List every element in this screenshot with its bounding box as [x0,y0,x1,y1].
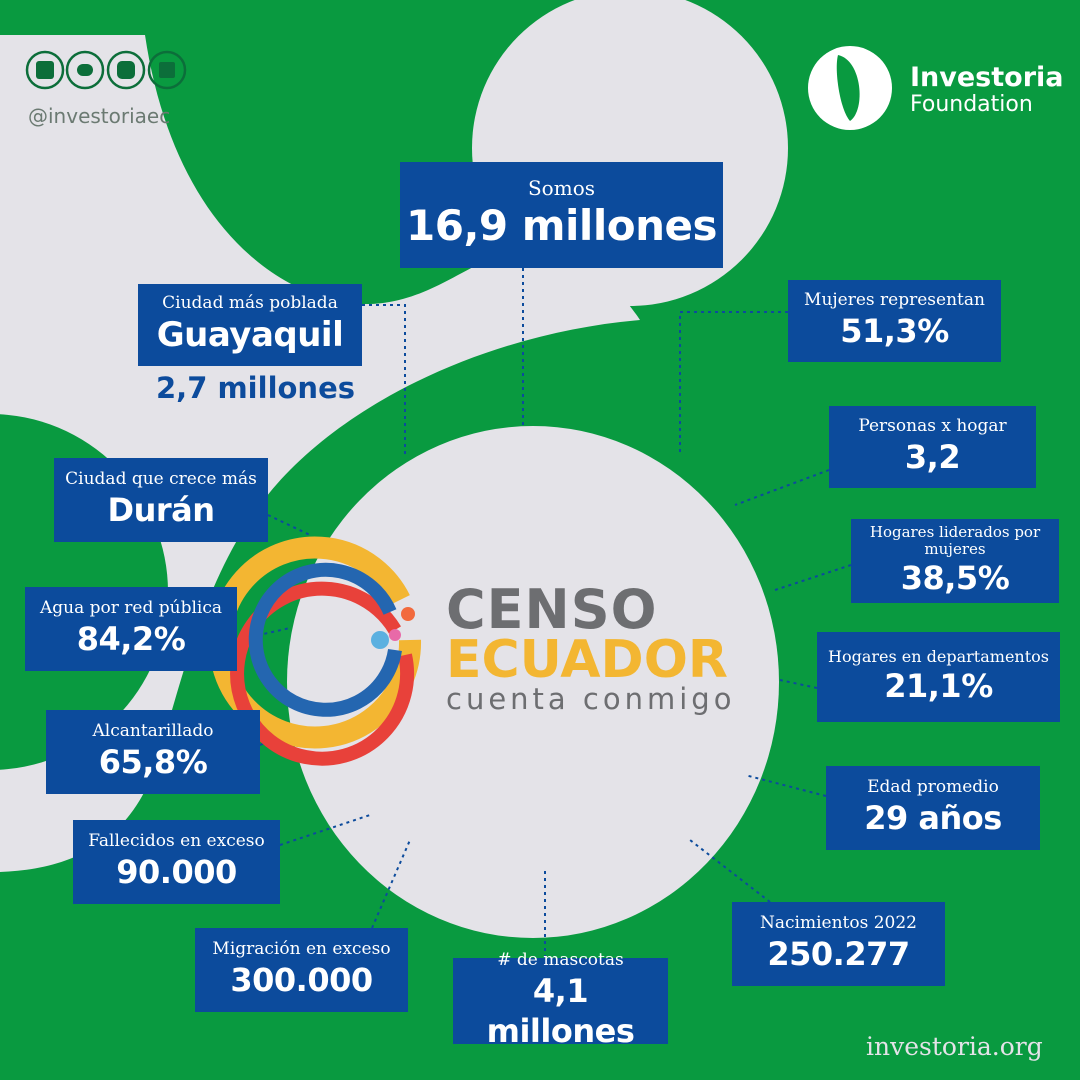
stat-value: 16,9 millones [406,201,717,251]
stat-value: Guayaquil [156,314,344,355]
stat-value: 300.000 [230,960,373,999]
stat-label: Ciudad que crece más [65,469,257,490]
brand-name: Investoria [910,62,1064,93]
stat-box: Agua por red pública 84,2% [25,587,237,671]
stat-label: Nacimientos 2022 [760,913,917,934]
stat-value: 38,5% [900,559,1010,598]
stat-label: Fallecidos en exceso [88,831,265,852]
stat-box: # de mascotas 4,1 millones [453,951,668,1050]
stat-label: Hogares liderados por mujeres [869,522,1041,558]
stat-box: Fallecidos en exceso 90.000 [73,820,280,904]
stat-box: Hogares liderados por mujeres 38,5% [851,519,1059,603]
brand-subtitle: Foundation [910,92,1033,117]
stat-value: 65,8% [98,742,208,781]
logo-tagline: cuenta conmigo [446,682,736,716]
stat-box: Personas x hogar 3,2 [829,406,1036,488]
stat-value: Durán [107,490,216,529]
stat-label: Alcantarillado [92,721,214,742]
logo-line2: ECUADOR [446,630,728,690]
stat-value: 3,2 [904,437,961,476]
stat-value: 21,1% [884,667,993,706]
stat-value: 250.277 [767,934,910,973]
stat-box: Ciudad más poblada Guayaquil [138,284,362,366]
stat-box: Ciudad que crece más Durán [54,458,268,542]
stat-box: Migración en exceso 300.000 [195,928,408,1012]
stat-box: Mujeres representan 51,3% [788,280,1001,362]
stat-value: 51,3% [840,311,949,350]
stat-box: Nacimientos 2022 250.277 [732,902,945,986]
stat-box: Hogares en departamentos 21,1% [817,632,1060,722]
stat-label: Edad promedio [867,777,999,798]
stat-label: Hogares en departamentos [828,646,1049,666]
stat-label: Mujeres representan [804,290,985,311]
stat-box: Somos 16,9 millones [400,162,723,268]
stat-box: Alcantarillado 65,8% [46,710,260,794]
stat-value: 29 años [864,798,1002,837]
stat-note: 2,7 millones [156,371,356,405]
stat-value: 84,2% [76,619,186,658]
stat-label: Somos [527,176,595,201]
stat-label: Agua por red pública [39,598,222,619]
stat-label: Personas x hogar [858,416,1007,437]
stat-box: Edad promedio 29 años [826,766,1040,850]
stat-label: Ciudad más poblada [162,292,338,313]
stat-label: Migración en exceso [212,939,391,960]
logo-line1: CENSO [446,578,658,641]
social-handle: @investoriaec [28,104,171,128]
stat-value: 90.000 [116,852,237,891]
footer-url: investoria.org [866,1032,1043,1061]
stat-value: 4,1 millones [486,971,635,1050]
stat-label: # de mascotas [497,950,624,971]
